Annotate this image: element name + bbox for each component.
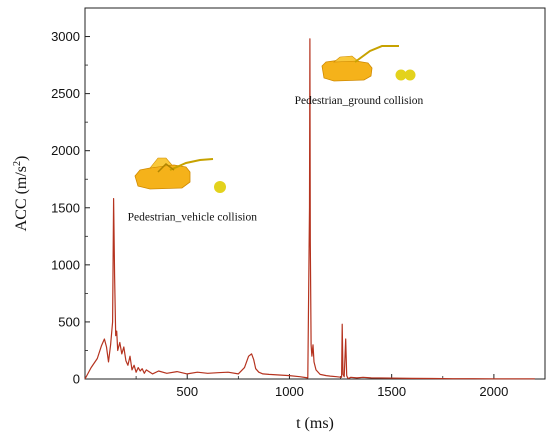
y-axis-title-main: ACC (m/s: [13, 166, 30, 231]
vehicle-collision-illustration: [134, 157, 226, 193]
y-tick-label-6: 3000: [51, 29, 80, 44]
x-tick-label-2: 1500: [377, 384, 406, 399]
plot-frame: [84, 7, 546, 380]
y-axis-title-sup: 2: [12, 161, 23, 166]
x-axis-title: t (ms): [296, 415, 334, 432]
ground-pedestrian-head-shape: [395, 69, 407, 81]
ground-vehicle-body-shape: [321, 59, 373, 82]
pedestrian-head-shape: [214, 181, 226, 193]
vehicle-body-shape: [134, 164, 191, 190]
series-line-0: [84, 38, 535, 380]
ground-pedestrian-head-shape-2: [404, 69, 416, 81]
pedestrian-figure: [169, 158, 214, 171]
x-tick-label-0: 500: [176, 384, 198, 399]
y-tick-label-3: 1500: [51, 200, 80, 215]
y-axis-title: ACC (m/s2): [12, 156, 30, 232]
plot-area: 0 500 1000 1500 2000 2500 3000 500 1000 1500 2000 t…: [12, 7, 546, 432]
ground-vehicle-canopy-shape: [333, 55, 359, 63]
x-tick-label-1: 1000: [275, 384, 304, 399]
y-axis-title-close: ): [13, 156, 30, 161]
annotation-0: Pedestrian_vehicle collision: [128, 211, 258, 223]
annotation-1: Pedestrian_ground collision: [295, 95, 424, 107]
y-tick-label-0: 0: [73, 372, 80, 387]
x-tick-label-3: 2000: [479, 384, 508, 399]
y-tick-label-2: 1000: [51, 257, 80, 272]
ground-pedestrian-figure: [354, 45, 399, 63]
y-tick-label-5: 2500: [51, 86, 80, 101]
y-tick-label-1: 500: [58, 314, 80, 329]
pedestrian-limb: [157, 163, 175, 173]
ground-collision-illustration: [321, 45, 416, 82]
y-tick-label-4: 2000: [51, 143, 80, 158]
